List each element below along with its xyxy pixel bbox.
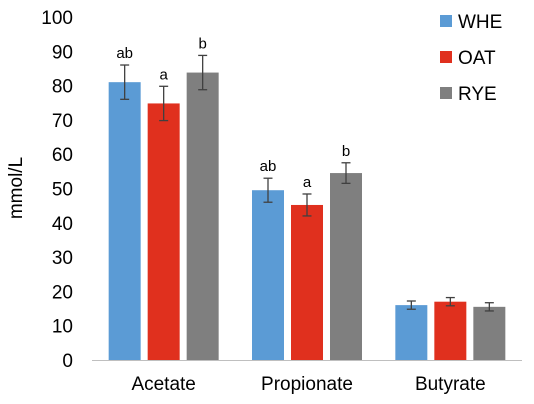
y-tick-label-90: 90 — [52, 42, 73, 63]
bar-oat-butyrate — [434, 301, 467, 360]
y-axis-tick-labels: 0 10 20 30 40 50 60 70 80 90 100 — [41, 8, 73, 372]
x-tick-label-acetate: Acetate — [131, 374, 195, 395]
legend-swatch-rye — [440, 87, 452, 99]
bar-whe-propionate — [252, 190, 284, 360]
significance-label-oat-propionate: a — [303, 174, 312, 191]
significance-label-oat-acetate: a — [159, 66, 168, 83]
legend: WHE OAT RYE — [440, 12, 502, 105]
bar-rye-butyrate — [473, 306, 506, 360]
bar-whe-acetate — [108, 82, 141, 361]
significance-label-whe-propionate: ab — [260, 158, 277, 175]
legend-swatch-oat — [440, 51, 452, 63]
y-tick-label-10: 10 — [52, 317, 73, 338]
significance-label-rye-acetate: b — [198, 35, 206, 52]
y-tick-label-70: 70 — [52, 111, 73, 132]
x-tick-label-propionate: Propionate — [261, 374, 353, 395]
y-tick-label-50: 50 — [52, 180, 73, 201]
y-tick-label-80: 80 — [52, 77, 73, 98]
legend-label-rye: RYE — [458, 84, 497, 105]
y-tick-label-40: 40 — [52, 214, 73, 235]
y-tick-label-30: 30 — [52, 248, 73, 269]
bar-rye-propionate — [330, 173, 362, 360]
y-axis-title: mmol/L — [6, 157, 27, 219]
bar-rye-acetate — [186, 72, 219, 360]
y-axis-title-group: mmol/L — [6, 157, 27, 219]
legend-label-oat: OAT — [458, 48, 496, 69]
legend-swatch-whe — [440, 15, 452, 27]
significance-label-rye-propionate: b — [342, 143, 350, 160]
legend-label-whe: WHE — [458, 12, 502, 33]
y-tick-label-0: 0 — [62, 351, 73, 372]
x-tick-label-butyrate: Butyrate — [415, 374, 486, 395]
y-tick-label-60: 60 — [52, 145, 73, 166]
y-tick-label-100: 100 — [41, 8, 73, 29]
bar-oat-propionate — [291, 204, 323, 360]
bar-whe-butyrate — [395, 305, 428, 360]
bar-oat-acetate — [147, 103, 180, 360]
significance-label-whe-acetate: ab — [116, 45, 133, 62]
x-axis-tick-labels: Acetate Propionate Butyrate — [131, 374, 485, 395]
y-tick-label-20: 20 — [52, 282, 73, 303]
